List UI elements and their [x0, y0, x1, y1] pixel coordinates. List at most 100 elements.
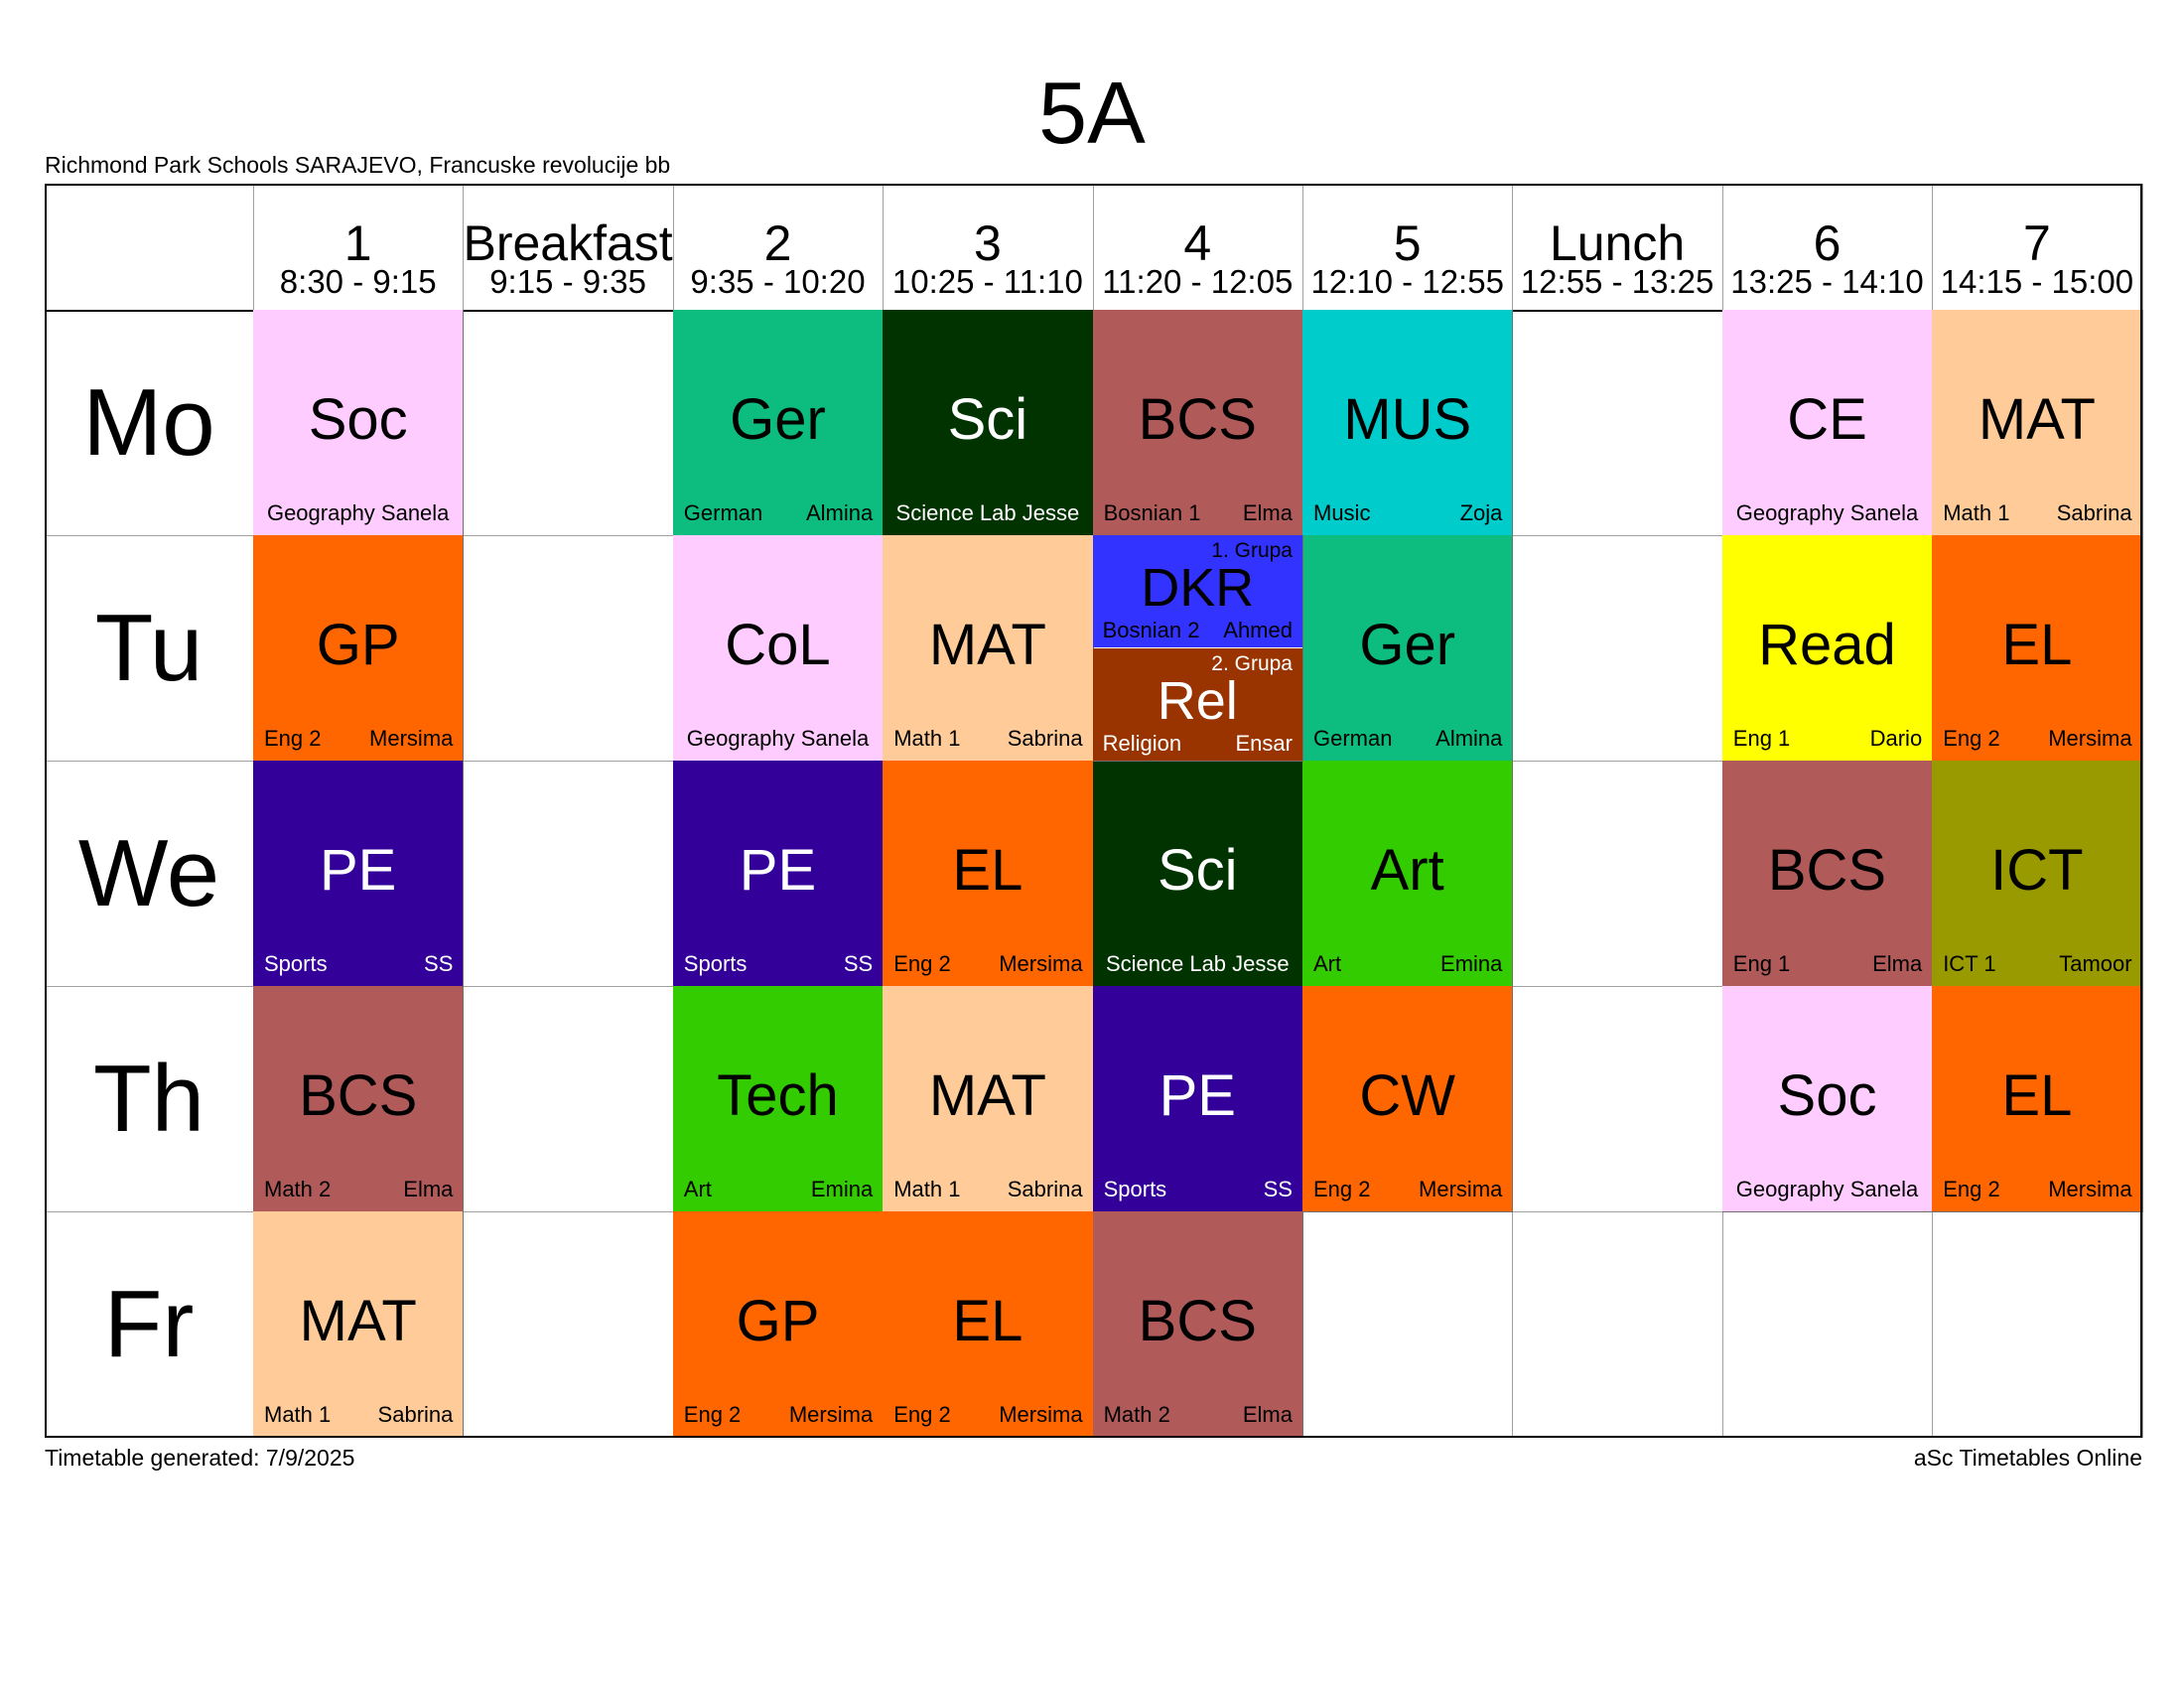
lesson-subject: Soc [308, 387, 408, 452]
lesson-room: German [1313, 726, 1393, 751]
lesson-cell[interactable]: Sci Science Lab Jesse [1092, 761, 1303, 987]
group-label: 2. Grupa [1211, 652, 1293, 675]
lesson-cell[interactable]: MAT Math 1 Sabrina [1932, 310, 2143, 536]
lesson-subject: Sci [1158, 838, 1238, 903]
lesson-room: Eng 1 [1732, 951, 1791, 976]
lesson-cell[interactable]: Soc Geography Sanela [253, 310, 465, 536]
lesson-cell[interactable]: CE Geography Sanela [1721, 310, 1934, 536]
lesson-subject: MAT [928, 613, 1046, 677]
lesson-cell[interactable]: PE Sports SS [253, 761, 465, 987]
period-number: Breakfast [463, 215, 673, 271]
lesson-cell[interactable]: BCS Math 2 Elma [1092, 1211, 1303, 1438]
day-label: Th [92, 1046, 205, 1152]
lesson-teacher: Dario [1869, 726, 1923, 751]
lesson-subject: Ger [1359, 613, 1456, 677]
lesson-teacher: Elma [1242, 500, 1293, 525]
lesson-subject: CW [1359, 1063, 1456, 1128]
lesson-cell[interactable]: PE Sports SS [672, 761, 885, 987]
lesson-subject: Soc [1777, 1063, 1877, 1128]
lesson-teacher: Almina [805, 500, 874, 525]
lesson-cell[interactable]: CoL Geography Sanela [672, 535, 885, 762]
group-lesson[interactable]: 1. Grupa DKR Bosnian 2 Ahmed [1092, 535, 1302, 647]
lesson-cell[interactable]: PE Sports SS [1092, 986, 1303, 1212]
lesson-room: Math 1 [893, 1177, 961, 1201]
lesson-room: Sports [683, 951, 748, 976]
lesson-cell[interactable]: Ger German Almina [1302, 535, 1514, 762]
lesson-room: Geography Sanela [266, 500, 450, 525]
lesson-subject: Read [1758, 613, 1896, 677]
lesson-cell[interactable]: Read Eng 1 Dario [1721, 535, 1934, 762]
lesson-teacher: Mersima [369, 726, 454, 751]
lesson-cell[interactable]: ICT ICT 1 Tamoor [1932, 761, 2143, 987]
lesson-cell[interactable]: GP Eng 2 Mersima [253, 535, 465, 762]
lesson-cell[interactable]: GP Eng 2 Mersima [672, 1211, 885, 1438]
lesson-cell[interactable]: Sci Science Lab Jesse [883, 310, 1094, 536]
period-header: 5 12:10 - 12:55 [1302, 184, 1512, 310]
generated-date: Timetable generated: 7/9/2025 [45, 1445, 355, 1471]
school-name: Richmond Park Schools SARAJEVO, Francusk… [45, 152, 671, 178]
lesson-subject: Art [1370, 838, 1444, 903]
lesson-cell[interactable]: Soc Geography Sanela [1721, 986, 1934, 1212]
lesson-teacher: Emina [810, 1177, 874, 1201]
lesson-teacher: Elma [1872, 951, 1923, 976]
period-time: 14:15 - 15:00 [1940, 263, 2134, 300]
lesson-teacher: Elma [403, 1177, 454, 1201]
lesson-room: Eng 2 [264, 726, 322, 751]
day-label: Fr [103, 1271, 195, 1377]
lesson-subject: BCS [299, 1063, 418, 1128]
lesson-cell[interactable]: EL Eng 2 Mersima [1932, 986, 2143, 1212]
lesson-subject: MAT [928, 1063, 1046, 1128]
lesson-cell[interactable]: BCS Math 2 Elma [253, 986, 465, 1212]
lesson-cell[interactable]: EL Eng 2 Mersima [1932, 535, 2143, 762]
day-label: Tu [94, 595, 204, 701]
period-number: 3 [973, 215, 1002, 271]
lesson-subject: Rel [1157, 671, 1238, 731]
lesson-room: Math 1 [264, 1402, 332, 1427]
lesson-room: Art [683, 1177, 712, 1201]
lesson-cell[interactable]: MAT Math 1 Sabrina [883, 535, 1094, 762]
lesson-room: Science Lab Jesse [895, 500, 1080, 525]
period-time: 11:20 - 12:05 [1102, 263, 1294, 300]
lesson-subject: MUS [1343, 387, 1472, 452]
group-label: 1. Grupa [1211, 539, 1293, 562]
lesson-cell[interactable]: BCS Eng 1 Elma [1721, 761, 1934, 987]
lesson-subject: MAT [299, 1289, 417, 1353]
lesson-room: Bosnian 2 [1102, 618, 1200, 642]
lesson-teacher: Zoja [1459, 500, 1503, 525]
lesson-cell[interactable]: Tech Art Emina [672, 986, 885, 1212]
lesson-room: Eng 2 [1943, 726, 2000, 751]
lesson-room: Religion [1102, 731, 1182, 756]
group-lesson[interactable]: 2. Grupa Rel Religion Ensar [1092, 648, 1302, 761]
lesson-cell[interactable]: EL Eng 2 Mersima [883, 761, 1094, 987]
lesson-teacher: Tamoor [2059, 951, 2132, 976]
lesson-room: ICT 1 [1943, 951, 1996, 976]
period-number: Lunch [1549, 215, 1686, 271]
lesson-subject: CE [1787, 387, 1867, 452]
lesson-cell[interactable]: BCS Bosnian 1 Elma [1092, 310, 1303, 536]
lesson-room: Math 2 [1103, 1402, 1170, 1427]
period-header: Breakfast 9:15 - 9:35 [463, 184, 672, 310]
lesson-room: Eng 2 [893, 1402, 951, 1427]
software-brand: aSc Timetables Online [1913, 1445, 2142, 1471]
lesson-room: Geography Sanela [686, 726, 870, 751]
lesson-cell[interactable]: EL Eng 2 Mersima [883, 1211, 1094, 1438]
day-label: Mo [82, 369, 215, 476]
lesson-cell[interactable]: Art Art Emina [1302, 761, 1514, 987]
period-header: 6 13:25 - 14:10 [1722, 184, 1932, 310]
split-lesson-cell[interactable]: 1. Grupa DKR Bosnian 2 Ahmed 2. Grupa Rel Reli… [1092, 535, 1303, 762]
lesson-cell[interactable]: Ger German Almina [672, 310, 885, 536]
lesson-subject: EL [2001, 1063, 2073, 1128]
lesson-subject: GP [316, 613, 400, 677]
lesson-teacher: Ensar [1235, 731, 1293, 756]
lesson-cell[interactable]: MAT Math 1 Sabrina [253, 1211, 465, 1438]
lesson-cell[interactable]: MAT Math 1 Sabrina [883, 986, 1094, 1212]
lesson-room: Sports [264, 951, 328, 976]
period-time: 8:30 - 9:15 [279, 263, 437, 300]
lesson-cell[interactable]: CW Eng 2 Mersima [1302, 986, 1514, 1212]
lesson-cell[interactable]: MUS Music Zoja [1302, 310, 1514, 536]
lesson-subject: DKR [1141, 558, 1255, 618]
lesson-teacher: Mersima [999, 951, 1083, 976]
lesson-teacher: SS [424, 951, 454, 976]
period-header: Lunch 12:55 - 13:25 [1512, 184, 1721, 310]
lesson-subject: Ger [730, 387, 826, 452]
